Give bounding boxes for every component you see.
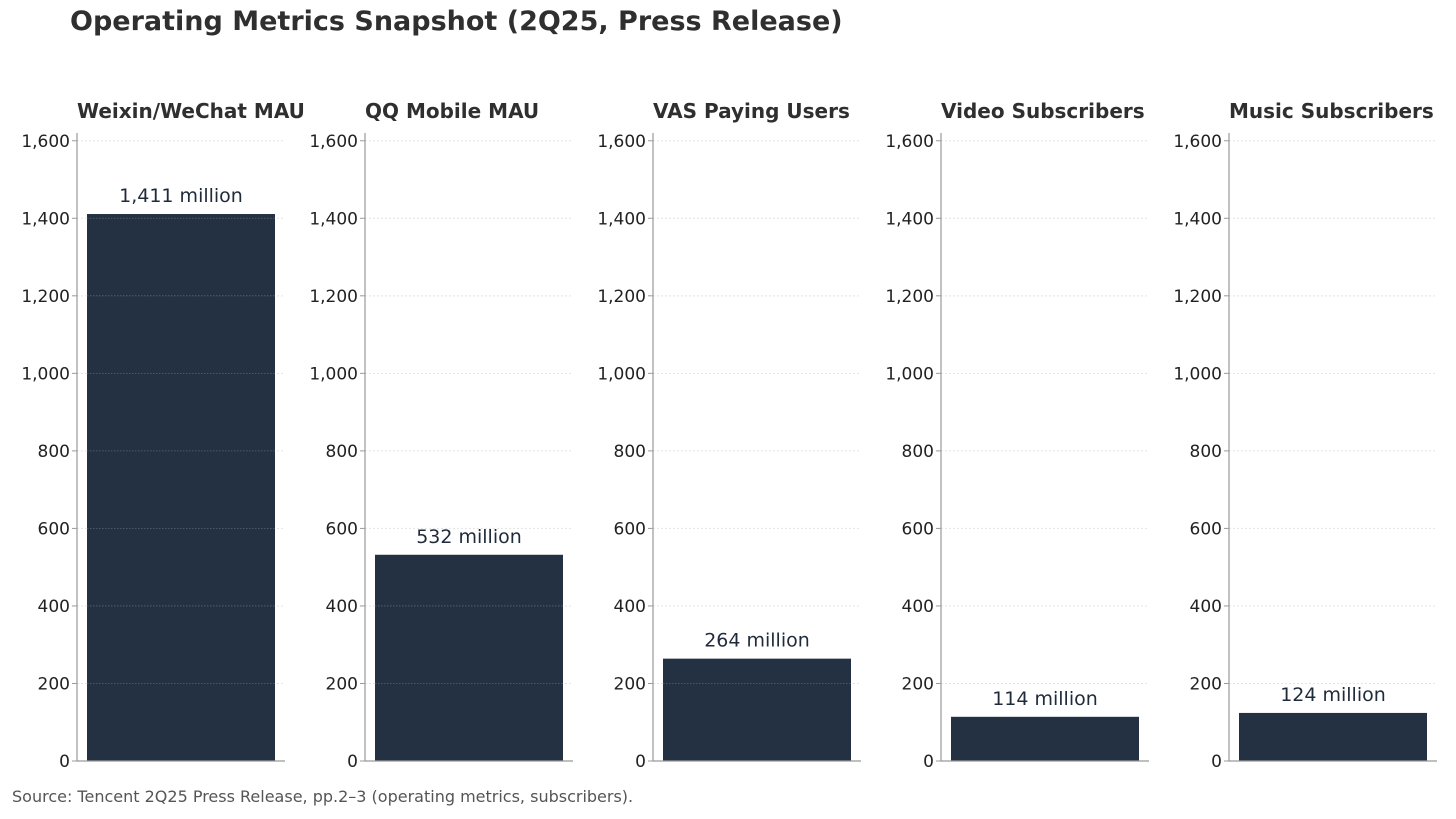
bar bbox=[951, 716, 1139, 761]
y-tick-label: 800 bbox=[326, 442, 358, 462]
y-tick-label: 200 bbox=[326, 674, 358, 694]
page-title: Operating Metrics Snapshot (2Q25, Press … bbox=[70, 6, 843, 37]
y-tick-label: 400 bbox=[614, 597, 646, 617]
bar bbox=[375, 554, 563, 761]
y-tick-label: 200 bbox=[902, 674, 934, 694]
data-label: 124 million bbox=[1280, 684, 1386, 706]
bar bbox=[663, 658, 851, 761]
chart-title: Video Subscribers bbox=[941, 99, 1145, 123]
y-tick-label: 1,000 bbox=[1173, 364, 1222, 384]
y-tick-label: 1,600 bbox=[309, 132, 358, 152]
y-tick-label: 1,000 bbox=[21, 364, 70, 384]
chart-panel-5: 0 200 400 600 800 1,000 1,200 1,400 1,600 124 mil… bbox=[1173, 99, 1437, 772]
y-tick-label: 400 bbox=[902, 597, 934, 617]
bar bbox=[1239, 712, 1427, 761]
y-tick-label: 800 bbox=[1190, 442, 1222, 462]
y-tick-label: 600 bbox=[902, 519, 934, 539]
chart-panel-2: 0 200 400 600 800 1,000 1,200 1,400 1,600 532 mil… bbox=[309, 99, 573, 772]
chart-title: Weixin/WeChat MAU bbox=[77, 99, 305, 123]
y-tick-label: 0 bbox=[635, 752, 646, 772]
y-tick-label: 1,600 bbox=[885, 132, 934, 152]
y-tick-label: 800 bbox=[614, 442, 646, 462]
chart-title: VAS Paying Users bbox=[653, 99, 850, 123]
y-tick-label: 1,000 bbox=[885, 364, 934, 384]
bar bbox=[87, 214, 275, 761]
y-tick-label: 1,400 bbox=[597, 209, 646, 229]
source-note: Source: Tencent 2Q25 Press Release, pp.2… bbox=[12, 787, 634, 806]
y-tick-label: 1,200 bbox=[885, 287, 934, 307]
y-tick-label: 0 bbox=[347, 752, 358, 772]
y-tick-label: 1,600 bbox=[597, 132, 646, 152]
data-label: 114 million bbox=[992, 688, 1098, 710]
y-tick-label: 600 bbox=[1190, 519, 1222, 539]
y-tick-label: 1,400 bbox=[309, 209, 358, 229]
y-tick-label: 400 bbox=[1190, 597, 1222, 617]
chart-panel-3: 0 200 400 600 800 1,000 1,200 1,400 1,600 264 mil… bbox=[597, 99, 861, 772]
y-tick-label: 1,000 bbox=[309, 364, 358, 384]
data-label: 532 million bbox=[416, 526, 522, 548]
y-tick-label: 1,400 bbox=[885, 209, 934, 229]
y-tick-label: 400 bbox=[38, 597, 70, 617]
y-tick-label: 1,200 bbox=[21, 287, 70, 307]
y-tick-label: 1,000 bbox=[597, 364, 646, 384]
y-tick-label: 200 bbox=[38, 674, 70, 694]
chart-title: QQ Mobile MAU bbox=[365, 99, 539, 123]
data-label: 264 million bbox=[704, 630, 810, 652]
y-tick-label: 1,400 bbox=[1173, 209, 1222, 229]
y-tick-label: 600 bbox=[38, 519, 70, 539]
data-label: 1,411 million bbox=[119, 185, 243, 207]
y-tick-label: 400 bbox=[326, 597, 358, 617]
y-tick-label: 0 bbox=[923, 752, 934, 772]
y-tick-label: 1,600 bbox=[21, 132, 70, 152]
y-tick-label: 1,200 bbox=[309, 287, 358, 307]
chart-panel-1: 0 200 400 600 800 1,000 1,200 1,400 1,600 1,411 m… bbox=[21, 99, 305, 772]
y-tick-label: 1,400 bbox=[21, 209, 70, 229]
chart-title: Music Subscribers bbox=[1229, 99, 1434, 123]
y-tick-label: 1,200 bbox=[1173, 287, 1222, 307]
y-tick-label: 600 bbox=[614, 519, 646, 539]
y-tick-label: 200 bbox=[1190, 674, 1222, 694]
y-tick-label: 1,600 bbox=[1173, 132, 1222, 152]
y-tick-label: 0 bbox=[1211, 752, 1222, 772]
y-tick-label: 0 bbox=[59, 752, 70, 772]
y-tick-label: 200 bbox=[614, 674, 646, 694]
y-tick-label: 600 bbox=[326, 519, 358, 539]
y-tick-label: 800 bbox=[38, 442, 70, 462]
chart-panel-4: 0 200 400 600 800 1,000 1,200 1,400 1,600 114 mil… bbox=[885, 99, 1149, 772]
y-tick-label: 800 bbox=[902, 442, 934, 462]
y-tick-label: 1,200 bbox=[597, 287, 646, 307]
